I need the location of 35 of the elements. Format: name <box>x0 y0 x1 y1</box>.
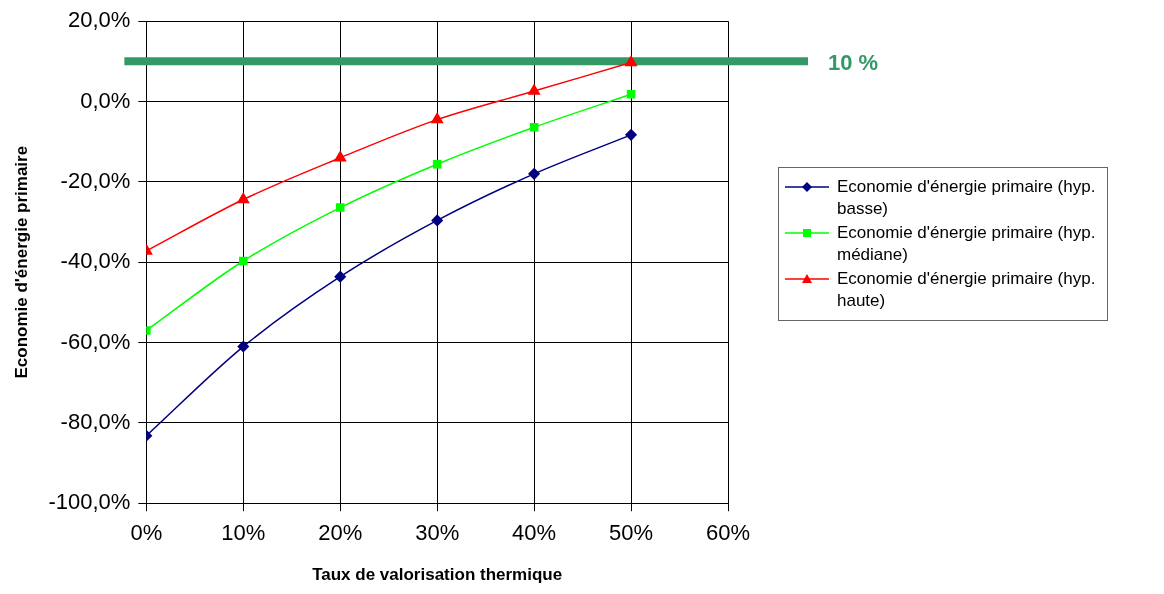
legend-label: Economie d'énergie primaire (hyp. haute) <box>837 268 1097 312</box>
point <box>334 270 346 283</box>
x-tick-label: 0% <box>130 520 163 546</box>
legend-label: Economie d'énergie primaire (hyp. basse) <box>837 176 1097 220</box>
point <box>239 256 248 266</box>
point <box>431 214 443 227</box>
point <box>625 55 637 67</box>
x-tick-label: 30% <box>415 520 460 546</box>
y-tick-label: -80,0% <box>60 408 131 434</box>
y-tick-label: -20,0% <box>60 167 131 193</box>
point <box>334 151 347 162</box>
y-tick-label: -60,0% <box>60 328 131 354</box>
point <box>529 122 539 132</box>
point <box>237 340 250 353</box>
x-tick-label: 10% <box>221 520 266 546</box>
point <box>432 159 442 169</box>
point <box>528 84 541 95</box>
y-tick-label: -100,0% <box>48 489 131 515</box>
x-axis-title: Taux de valorisation thermique <box>312 565 563 585</box>
point <box>335 203 345 212</box>
point <box>431 112 444 124</box>
point <box>626 90 636 99</box>
y-tick-label: 0,0% <box>80 87 131 113</box>
point <box>237 192 250 204</box>
y-axis-title: Economie d'énergie primaire <box>11 145 31 379</box>
x-tick-label: 20% <box>318 520 363 546</box>
point <box>625 129 637 141</box>
y-tick-label: 20,0% <box>67 7 131 33</box>
x-tick-label: 40% <box>512 520 557 546</box>
ref-line-label: 10 % <box>828 50 879 76</box>
x-tick-label: 60% <box>705 520 751 546</box>
y-tick-label: -40,0% <box>60 248 131 274</box>
legend-label: Economie d'énergie primaire (hyp. médiane) <box>837 222 1097 266</box>
point <box>528 168 540 180</box>
x-tick-label: 50% <box>609 520 654 546</box>
